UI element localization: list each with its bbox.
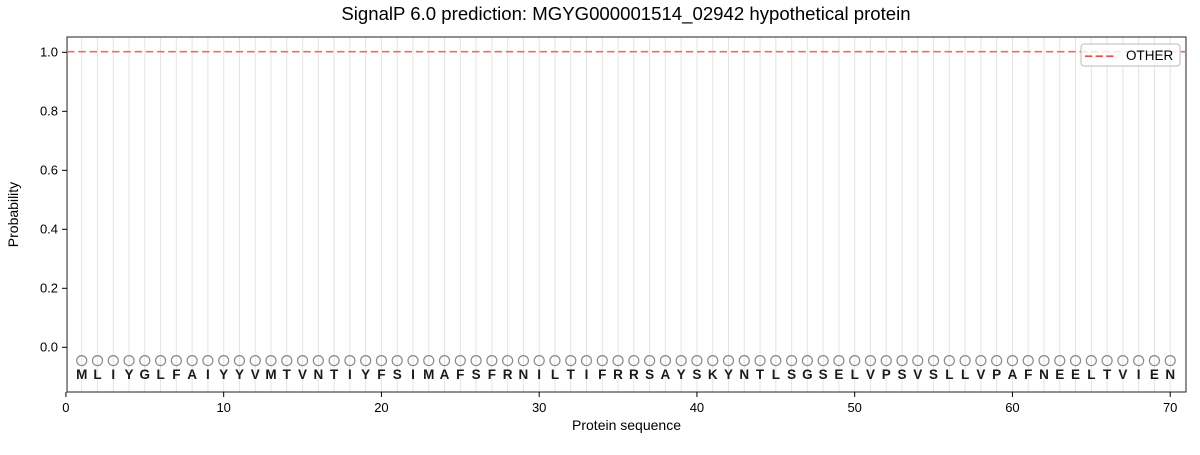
svg-text:S: S [819, 367, 828, 382]
svg-text:V: V [251, 367, 260, 382]
svg-text:I: I [206, 367, 210, 382]
svg-text:T: T [567, 367, 576, 382]
svg-text:R: R [613, 367, 623, 382]
svg-text:S: S [472, 367, 481, 382]
svg-text:0.4: 0.4 [40, 221, 58, 236]
svg-text:V: V [298, 367, 307, 382]
svg-text:Probability: Probability [5, 182, 21, 247]
svg-text:40: 40 [690, 400, 704, 415]
svg-text:F: F [456, 367, 464, 382]
svg-text:S: S [393, 367, 402, 382]
svg-text:P: P [992, 367, 1001, 382]
svg-text:N: N [519, 367, 529, 382]
svg-text:N: N [739, 367, 749, 382]
svg-text:60: 60 [1005, 400, 1019, 415]
svg-text:S: S [645, 367, 654, 382]
svg-text:L: L [551, 367, 559, 382]
svg-text:M: M [76, 367, 87, 382]
svg-text:30: 30 [532, 400, 546, 415]
svg-text:Y: Y [361, 367, 370, 382]
svg-text:G: G [140, 367, 151, 382]
svg-text:K: K [708, 367, 718, 382]
svg-text:20: 20 [374, 400, 388, 415]
svg-text:E: E [1150, 367, 1159, 382]
svg-text:I: I [411, 367, 415, 382]
svg-text:N: N [1039, 367, 1049, 382]
svg-text:L: L [772, 367, 780, 382]
svg-text:L: L [961, 367, 969, 382]
svg-text:0.0: 0.0 [40, 339, 58, 354]
svg-text:0: 0 [62, 400, 69, 415]
svg-text:N: N [1165, 367, 1175, 382]
svg-text:50: 50 [847, 400, 861, 415]
svg-text:T: T [283, 367, 292, 382]
svg-text:R: R [503, 367, 513, 382]
svg-text:10: 10 [216, 400, 230, 415]
svg-text:V: V [976, 367, 985, 382]
svg-text:F: F [598, 367, 606, 382]
svg-text:A: A [440, 367, 450, 382]
svg-text:0.6: 0.6 [40, 162, 58, 177]
svg-text:E: E [1055, 367, 1064, 382]
svg-text:P: P [882, 367, 891, 382]
svg-text:I: I [585, 367, 589, 382]
svg-text:G: G [802, 367, 813, 382]
svg-text:V: V [913, 367, 922, 382]
svg-text:L: L [156, 367, 164, 382]
svg-text:L: L [93, 367, 101, 382]
svg-text:T: T [756, 367, 765, 382]
svg-text:T: T [330, 367, 339, 382]
svg-text:M: M [423, 367, 434, 382]
svg-text:F: F [488, 367, 496, 382]
svg-text:S: S [898, 367, 907, 382]
svg-text:E: E [834, 367, 843, 382]
svg-text:I: I [537, 367, 541, 382]
svg-text:A: A [187, 367, 197, 382]
svg-text:R: R [629, 367, 639, 382]
svg-text:A: A [1008, 367, 1018, 382]
svg-text:V: V [1118, 367, 1127, 382]
svg-text:L: L [945, 367, 953, 382]
svg-text:L: L [851, 367, 859, 382]
svg-text:L: L [1087, 367, 1095, 382]
svg-text:0.8: 0.8 [40, 103, 58, 118]
svg-text:SignalP 6.0 prediction: MGYG00: SignalP 6.0 prediction: MGYG000001514_02… [341, 3, 910, 25]
svg-text:S: S [929, 367, 938, 382]
svg-text:Protein sequence: Protein sequence [572, 417, 681, 433]
svg-text:Y: Y [724, 367, 733, 382]
svg-text:1.0: 1.0 [40, 44, 58, 59]
svg-text:V: V [866, 367, 875, 382]
svg-text:Y: Y [219, 367, 228, 382]
svg-text:OTHER: OTHER [1126, 48, 1174, 63]
svg-text:S: S [787, 367, 796, 382]
svg-text:I: I [1137, 367, 1141, 382]
svg-text:Y: Y [677, 367, 686, 382]
svg-text:F: F [377, 367, 385, 382]
svg-text:F: F [1024, 367, 1032, 382]
svg-text:0.2: 0.2 [40, 280, 58, 295]
svg-text:T: T [1103, 367, 1112, 382]
svg-text:A: A [661, 367, 671, 382]
svg-text:I: I [348, 367, 352, 382]
svg-text:E: E [1071, 367, 1080, 382]
svg-text:M: M [265, 367, 276, 382]
svg-text:F: F [172, 367, 180, 382]
svg-text:Y: Y [235, 367, 244, 382]
svg-text:70: 70 [1163, 400, 1177, 415]
svg-text:S: S [692, 367, 701, 382]
svg-text:N: N [313, 367, 323, 382]
svg-text:Y: Y [125, 367, 134, 382]
svg-text:I: I [111, 367, 115, 382]
